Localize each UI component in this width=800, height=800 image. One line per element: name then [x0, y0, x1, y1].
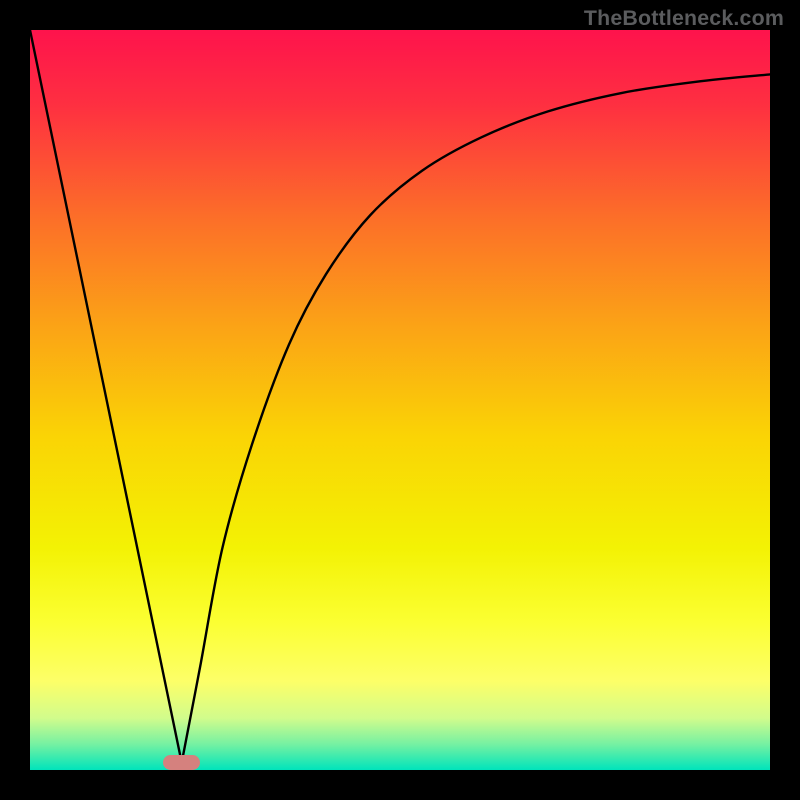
gradient-background: [30, 30, 770, 770]
optimal-point-marker: [163, 755, 200, 770]
chart-frame: TheBottleneck.com: [0, 0, 800, 800]
plot-area: [30, 30, 770, 770]
bottleneck-curve: [30, 30, 770, 770]
watermark-text: TheBottleneck.com: [584, 6, 784, 31]
